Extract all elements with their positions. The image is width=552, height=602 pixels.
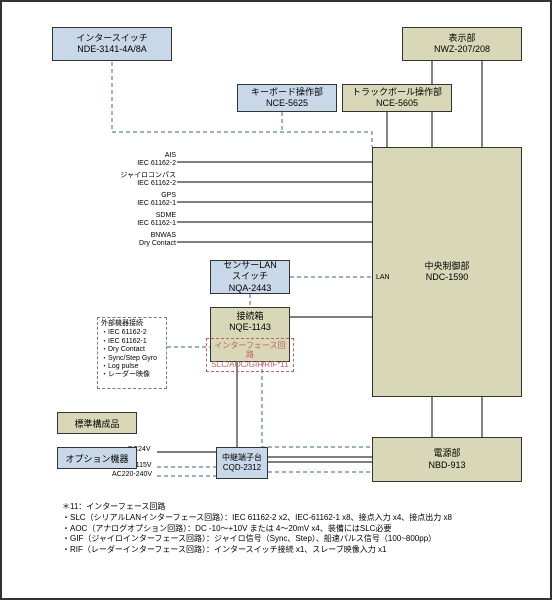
legend-option: オプション機器 bbox=[57, 447, 137, 469]
display-title: 表示部 bbox=[448, 33, 475, 44]
junction-inner-title: インターフェース回路 bbox=[211, 341, 288, 360]
ext-item-1: ・IEC 61162-1 bbox=[101, 338, 163, 346]
sensor-lan-box: センサーLAN スイッチ NQA-2443 bbox=[210, 260, 290, 294]
external-group: 外部機器接続 ・IEC 61162-2 ・IEC 61162-1 ・Dry Co… bbox=[97, 317, 167, 389]
keyboard-box: キーボード操作部 NCE-5625 bbox=[237, 84, 337, 112]
junction-model: NQE-1143 bbox=[229, 322, 271, 333]
ext-item-0: ・IEC 61162-2 bbox=[101, 329, 163, 337]
junction-box: 接続箱 NQE-1143 インターフェース回路 SLC/AOC/GIF/RIF*… bbox=[210, 307, 290, 362]
power-title: 電源部 bbox=[433, 448, 460, 459]
ext-item-2: ・Dry Contact bbox=[101, 346, 163, 354]
footnote-2: ・GIF（ジャイロインターフェース回路）：ジャイロ信号（Sync、Step）、船… bbox=[62, 534, 532, 545]
lan-label: LAN bbox=[376, 274, 390, 281]
sensor-lan-model: NQA-2443 bbox=[229, 283, 272, 294]
keyboard-title: キーボード操作部 bbox=[251, 87, 323, 98]
power-box: 電源部 NBD-913 bbox=[372, 437, 522, 482]
trackball-title: トラックボール操作部 bbox=[352, 87, 442, 98]
power-model: NBD-913 bbox=[428, 460, 465, 471]
display-model: NWZ-207/208 bbox=[434, 44, 490, 55]
sig-gps: GPSIEC 61162-1 bbox=[132, 192, 176, 208]
interswitch-title: インタースイッチ bbox=[76, 33, 148, 44]
relay-term-model: CQD-2312 bbox=[223, 463, 261, 473]
ext-item-3: ・Sync/Step Gyro bbox=[101, 355, 163, 363]
sig-sdme: SDMEIEC 61162-1 bbox=[132, 212, 176, 228]
junction-title: 接続箱 bbox=[236, 311, 263, 322]
footnote-0: ・SLC（シリアルLANインターフェース回路）：IEC 61162-2 x2、I… bbox=[62, 513, 532, 524]
legend-standard: 標準構成品 bbox=[57, 412, 137, 434]
sig-ais: AISIEC 61162-2 bbox=[132, 152, 176, 168]
sig-bnwas: BNWASDry Contact bbox=[130, 232, 176, 248]
trackball-model: NCE-5605 bbox=[376, 98, 418, 109]
relay-term-title: 中継端子台 bbox=[222, 453, 262, 463]
sig-gyro: ジャイロコンパスIEC 61162-2 bbox=[120, 172, 176, 188]
sensor-lan-title: センサーLAN スイッチ bbox=[223, 260, 277, 283]
junction-inner-sub: SLC/AOC/GIF/RIF*11 bbox=[211, 360, 288, 370]
relay-term-box: 中継端子台 CQD-2312 bbox=[216, 447, 268, 479]
footnote-head: ＊11：インターフェース回路 bbox=[62, 502, 532, 513]
footnote-1: ・AOC（アナログオプション回路）：DC -10～+10V または 4～20mV… bbox=[62, 524, 532, 535]
footnote-3: ・RIF（レーダーインターフェース回路）：インタースイッチ接続 x1、スレーブ映… bbox=[62, 545, 532, 556]
trackball-box: トラックボール操作部 NCE-5605 bbox=[342, 84, 452, 112]
power-ac2: AC220-240V bbox=[112, 471, 152, 479]
footnote: ＊11：インターフェース回路 ・SLC（シリアルLANインターフェース回路）：I… bbox=[62, 502, 532, 556]
external-group-title: 外部機器接続 bbox=[101, 320, 163, 328]
central-title: 中央制御部 bbox=[424, 261, 469, 272]
central-model: NDC-1590 bbox=[426, 272, 469, 283]
interswitch-box: インタースイッチ NDE-3141-4A/8A bbox=[52, 27, 172, 61]
junction-inner: インターフェース回路 SLC/AOC/GIF/RIF*11 bbox=[206, 338, 293, 373]
keyboard-model: NCE-5625 bbox=[266, 98, 308, 109]
interswitch-model: NDE-3141-4A/8A bbox=[77, 44, 147, 55]
ext-item-5: ・レーダー映像 bbox=[101, 371, 163, 379]
display-box: 表示部 NWZ-207/208 bbox=[402, 27, 522, 61]
central-box: 中央制御部 NDC-1590 bbox=[372, 147, 522, 397]
